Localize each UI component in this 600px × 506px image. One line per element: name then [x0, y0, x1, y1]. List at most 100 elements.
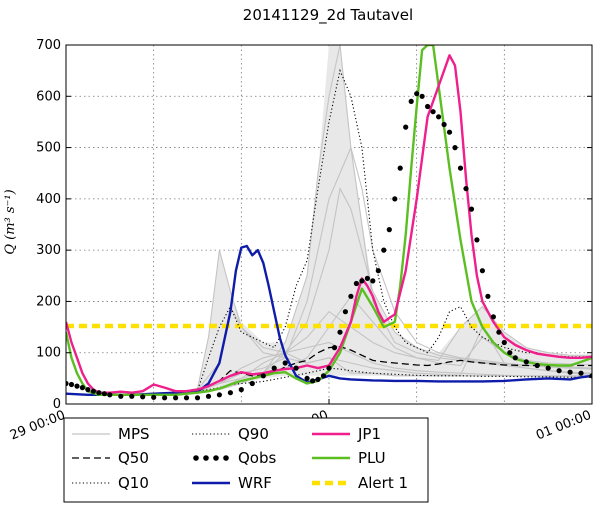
legend: MPS Q50 Q10 Q90 Qobs WRF JP1 PLU Alert 1: [63, 417, 429, 503]
qobs-point: [425, 103, 431, 110]
legend-label: WRF: [238, 474, 272, 492]
qobs-point: [375, 268, 381, 274]
jp1-line: [66, 54, 592, 394]
qobs-point: [151, 394, 157, 400]
qobs-point: [271, 365, 277, 371]
qobs-point: [183, 395, 190, 401]
qobs-point: [101, 391, 107, 397]
qobs-point: [337, 329, 343, 335]
qobs-point: [353, 280, 359, 287]
legend-swatch-qobs: [203, 455, 209, 461]
qobs-point: [90, 388, 96, 394]
qobs-point: [403, 124, 409, 130]
y-tick-label: 700: [36, 38, 61, 53]
y-tick-label: 0: [53, 397, 61, 412]
qobs-point: [441, 121, 447, 128]
qobs-point: [523, 359, 529, 365]
legend-label: MPS: [118, 425, 150, 443]
y-tick-label: 400: [36, 192, 61, 207]
x-tick-label: 01 00:00: [534, 408, 594, 444]
legend-swatch-qobs: [193, 455, 199, 461]
y-tick-label: 600: [36, 89, 61, 104]
qobs-point: [446, 129, 453, 135]
qobs-point: [507, 350, 513, 356]
y-tick-label: 100: [36, 346, 61, 361]
qobs-point: [485, 293, 491, 299]
qobs-point: [457, 165, 464, 171]
qobs-point: [474, 237, 480, 243]
qobs-point: [162, 395, 168, 401]
qobs-point: [249, 380, 255, 387]
qobs-point: [260, 373, 266, 379]
qobs-point: [227, 390, 233, 396]
legend-swatch-qobs: [223, 455, 229, 461]
ensemble-envelope: [66, 45, 592, 395]
qobs-point: [430, 109, 436, 115]
qobs-point: [436, 114, 442, 120]
qobs-point: [74, 383, 80, 389]
legend-swatch-qobs: [213, 455, 219, 461]
qobs-point: [238, 387, 244, 393]
qobs-point: [512, 355, 518, 361]
qobs-point: [567, 369, 573, 375]
legend-label: JP1: [357, 425, 381, 443]
qobs-point: [534, 362, 540, 369]
qobs-point: [419, 93, 425, 99]
qobs-point: [304, 375, 310, 381]
qobs-point: [331, 345, 338, 351]
qobs-point: [501, 339, 507, 346]
x-tick-label: 29 00:00: [8, 408, 68, 444]
qobs-point: [140, 394, 146, 400]
qobs-point: [392, 196, 398, 202]
legend-label: Q90: [238, 425, 269, 443]
legend-label: PLU: [358, 449, 386, 467]
series-lines: [66, 45, 592, 401]
qobs-point: [326, 365, 332, 371]
qobs-point: [66, 380, 69, 387]
qobs-point: [315, 376, 321, 382]
qobs-point: [96, 390, 102, 396]
qobs-point: [408, 98, 414, 104]
qobs-point: [364, 275, 370, 281]
qobs-point: [342, 309, 348, 315]
qobs-point: [414, 91, 420, 97]
qobs-point: [173, 395, 179, 401]
qobs-point: [490, 314, 496, 320]
y-tick-label: 500: [36, 141, 61, 156]
y-tick-label: 300: [36, 243, 61, 258]
qobs-point: [370, 278, 376, 284]
qobs-point: [79, 385, 85, 391]
qobs-point: [129, 393, 135, 399]
qobs-point: [468, 206, 475, 212]
legend-label: Q10: [118, 474, 149, 492]
qobs-point: [85, 387, 91, 393]
qobs-point: [205, 393, 212, 399]
qobs-point: [452, 145, 458, 151]
y-tick-label: 200: [36, 294, 61, 309]
y-axis-label: Q (m³ s⁻¹): [3, 189, 18, 254]
legend-label: Q50: [118, 449, 149, 467]
legend-label: Alert 1: [358, 474, 408, 492]
qobs-point: [381, 247, 387, 253]
qobs-point: [282, 360, 288, 366]
qobs-point: [359, 278, 365, 284]
qobs-point: [194, 395, 201, 401]
chart-title: 20141129_2d Tautavel: [243, 6, 413, 25]
qobs-point: [216, 392, 222, 398]
qobs-point: [348, 293, 354, 299]
qobs-point: [578, 370, 584, 376]
qobs-point: [310, 378, 316, 384]
qobs-point: [589, 373, 592, 379]
qobs-point: [386, 227, 392, 233]
qobs-point: [293, 365, 299, 371]
qobs-point: [545, 365, 551, 371]
qobs-point: [118, 393, 124, 399]
qobs-point: [107, 392, 113, 398]
legend-box: [63, 417, 429, 503]
qobs-point: [463, 186, 469, 192]
qobs-point: [320, 373, 327, 379]
qobs-point: [479, 268, 485, 274]
qobs-point: [397, 165, 403, 171]
wrf-line: [66, 244, 592, 396]
